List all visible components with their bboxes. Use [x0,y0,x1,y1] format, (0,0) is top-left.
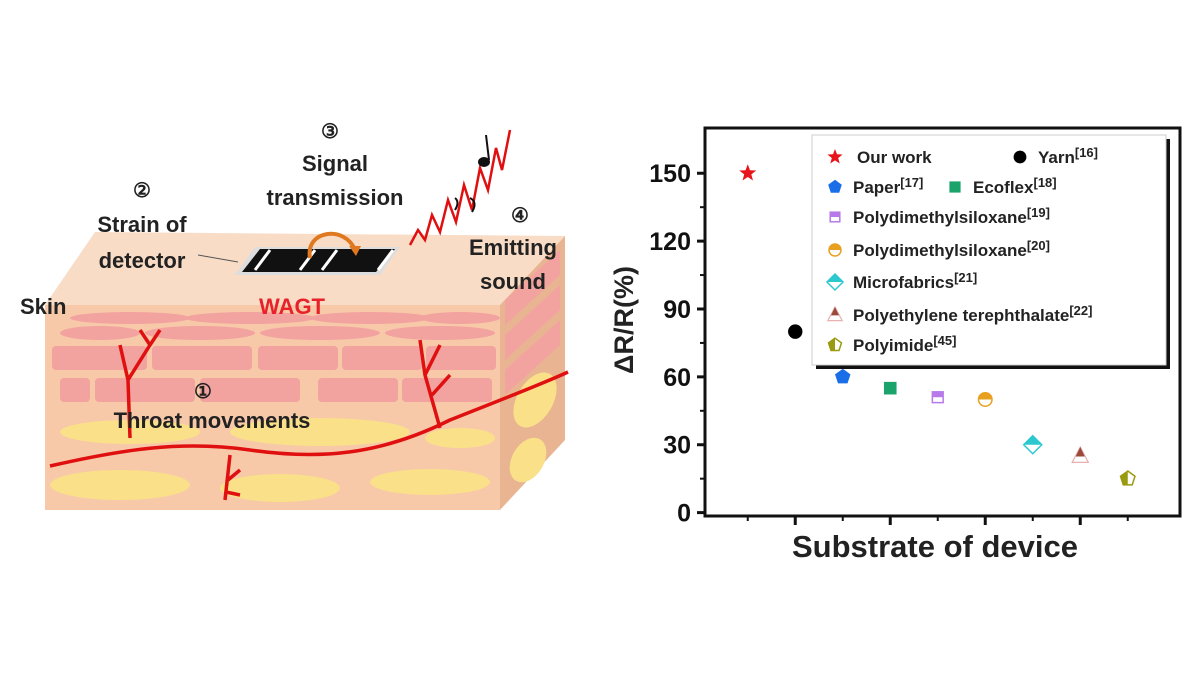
data-point-half-triangle [1071,445,1090,463]
skin-label: Skin [20,294,66,319]
legend-item: Ecoflex[18] [949,175,1057,197]
data-point-square [883,381,897,395]
step1-number: ① [194,381,212,403]
data-point-half-diamond [1022,434,1043,455]
legend-marker-star [827,149,843,164]
legend-label: Polydimethylsiloxane[19] [853,205,1050,227]
legend-name: Our work [857,148,932,167]
legend-marker-half-pentagon [827,337,843,352]
plot-frame [703,126,1182,518]
sound-wave-icon [408,129,512,246]
legend-label: Ecoflex[18] [973,175,1057,197]
wagt-label: WAGT [259,294,326,319]
legend-name: Polydimethylsiloxane [853,208,1027,227]
data-point-circle [788,324,803,339]
legend-name: Polydimethylsiloxane [853,241,1027,260]
y-tick-label: 150 [649,160,691,188]
y-axis-label: ΔR/R(%) [609,266,639,374]
legend-name: Polyimide [853,336,933,355]
data-point-star [739,164,757,181]
step4-label-line2: sound [480,269,546,294]
legend-reference: [20] [1027,238,1050,253]
legend-marker-circle [1013,150,1027,164]
tissue-block [45,129,569,510]
step2-number: ② [133,180,151,202]
data-point-half-circle [977,391,993,407]
legend-name: Polyethylene terephthalate [853,306,1069,325]
legend-reference: [22] [1069,303,1092,318]
step4-label-line1: Emitting [469,235,557,260]
step2-label-line2: detector [99,248,186,273]
legend-item: Polyimide[45] [827,333,956,355]
fat-cells [50,372,557,502]
wagt-device [235,247,400,275]
data-point-half-square [931,391,944,404]
legend-marker-pentagon [828,179,842,193]
legend-reference: [17] [900,175,923,190]
legend-label: Polyimide[45] [853,333,956,355]
legend-item: Our work [827,148,932,167]
legend-item: Paper[17] [828,175,923,197]
legend-marker-half-triangle [826,305,844,322]
legend-reference: [45] [933,333,956,348]
legend-name: Ecoflex [973,178,1034,197]
legend-marker-square [949,181,961,193]
x-axis-label: Substrate of device [792,529,1078,564]
legend-reference: [19] [1027,205,1050,220]
legend-label: Yarn[16] [1038,145,1098,167]
music-note-icon [454,134,490,213]
legend-reference: [21] [954,270,977,285]
legend-marker-half-circle [828,243,842,257]
legend-name: Yarn [1038,148,1075,167]
legend-item: Polydimethylsiloxane[20] [828,238,1050,260]
blood-vessels [49,329,569,501]
data-point-pentagon [835,368,851,384]
legend-marker-half-square [829,211,841,223]
data-point-half-pentagon [1119,470,1136,486]
y-tick-label: 60 [663,364,691,392]
skin-cells [52,250,560,402]
y-tick-label: 30 [663,432,691,460]
legend-label: Paper[17] [853,175,923,197]
step4-number: ④ [511,205,529,227]
legend-reference: [16] [1075,145,1098,160]
step1-label: Throat movements [114,408,311,433]
legend-marker-half-diamond [825,272,845,292]
legend-name: Paper [853,178,901,197]
legend-name: Microfabrics [853,273,954,292]
legend-label: Polyethylene terephthalate[22] [853,303,1092,325]
step3-label-line1: Signal [302,151,368,176]
legend-item: Polyethylene terephthalate[22] [826,303,1092,325]
step2-label-line1: Strain of [97,212,187,237]
legend-label: Our work [857,148,932,167]
legend-item: Microfabrics[21] [825,270,977,292]
arrow-head [349,246,361,256]
y-tick-label: 0 [677,500,691,528]
legend-reference: [18] [1033,175,1056,190]
y-tick-label: 120 [649,228,691,256]
legend-item: Polydimethylsiloxane[19] [829,205,1050,227]
legend-label: Polydimethylsiloxane[20] [853,238,1050,260]
legend-item: Yarn[16] [1013,145,1098,167]
y-tick-label: 90 [663,296,691,324]
legend: Our work Yarn[16] Paper[17] Ecoflex[18] Poly… [811,134,1170,369]
pointer-arrow [197,254,239,263]
step3-label-line2: transmission [267,185,404,210]
transmission-arrow-icon [307,231,357,259]
step3-number: ③ [321,121,339,143]
legend-label: Microfabrics[21] [853,270,977,292]
